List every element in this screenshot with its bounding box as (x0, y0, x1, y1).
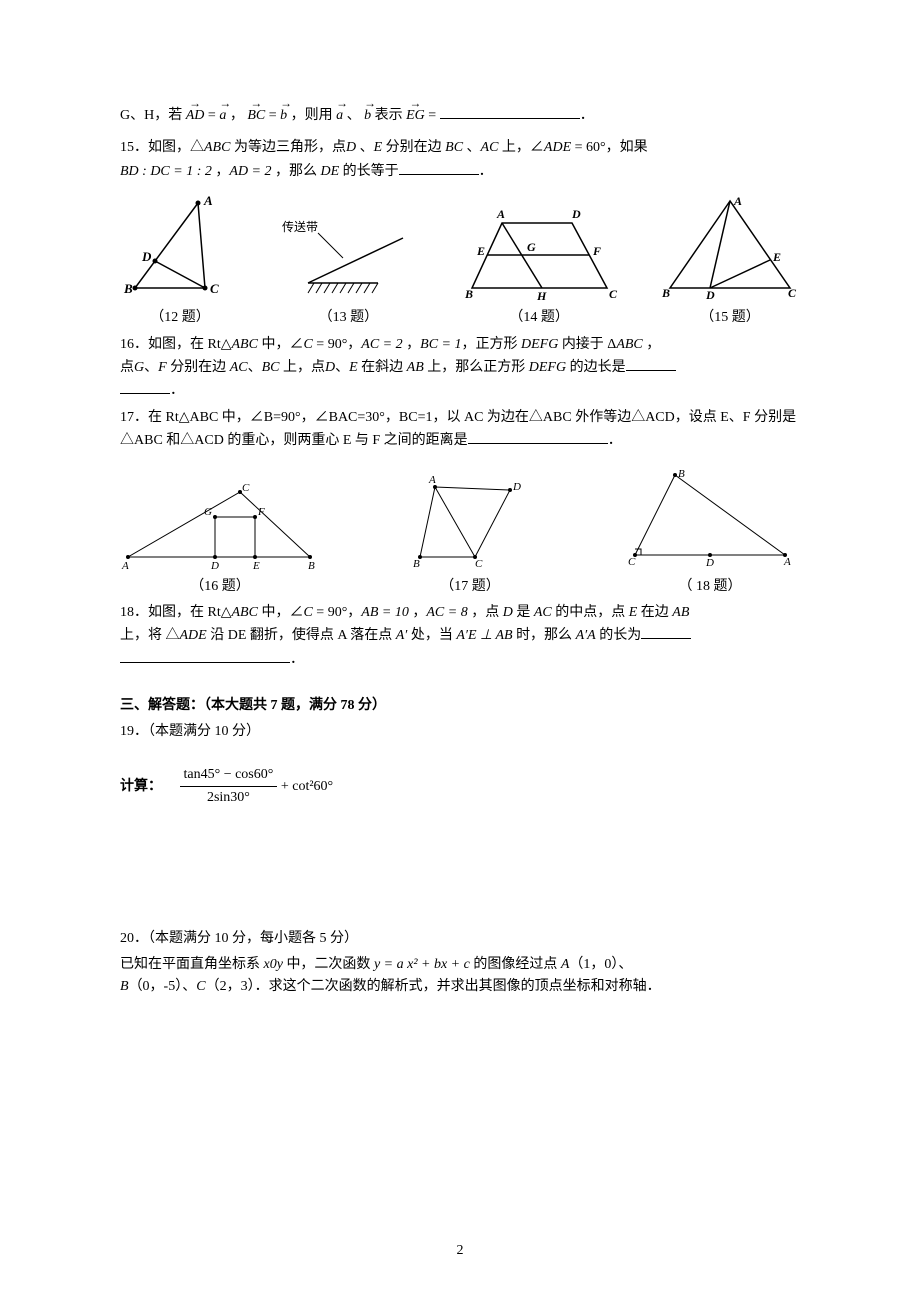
page-number: 2 (0, 1240, 920, 1262)
q17: 17．在 Rt△ABC 中，∠B=90°，∠BAC=30°，BC=1，以 AC … (120, 407, 800, 453)
svg-text:A: A (496, 207, 505, 221)
svg-text:G: G (204, 506, 212, 518)
q20-body: 已知在平面直角坐标系 x0y 中，二次函数 y = a x² + bx + c … (120, 954, 800, 999)
q14-mid: ，则用 (291, 108, 337, 123)
vec-EG: EG (406, 105, 425, 127)
vec-BC: BC (247, 105, 265, 127)
fig14-svg: A D E G F B H C (457, 203, 622, 303)
vec-b-def: b (280, 105, 287, 127)
svg-text:D: D (512, 481, 521, 493)
svg-text:B: B (464, 287, 473, 301)
spacer (120, 814, 800, 924)
fig18-caption: （ 18 题） (679, 576, 742, 598)
fig16-svg: A B C D E G F (120, 477, 320, 572)
fig17-svg: A D B C (405, 472, 535, 572)
fig12-caption: （12 题） (150, 307, 210, 329)
fig15-svg: A B D C E (660, 193, 800, 303)
q18-blank2 (120, 648, 290, 663)
fig16-col: A B C D E G F （16 题） (120, 477, 320, 598)
fig16-caption: （16 题） (190, 576, 250, 598)
svg-text:B: B (678, 468, 685, 480)
q18: 18．如图，在 Rt△ABC 中，∠C = 90°，AB = 10 ，AC = … (120, 602, 800, 671)
calc-label: 计算： (120, 779, 162, 794)
fig14-col: A D E G F B H C （14 题） (457, 203, 622, 329)
q19-fraction: tan45° − cos60° 2sin30° (180, 764, 278, 810)
svg-text:A: A (203, 193, 213, 208)
svg-text:B: B (413, 558, 420, 570)
vec-b: b (364, 105, 371, 127)
fig12-svg: A B C D (120, 193, 240, 303)
svg-text:F: F (592, 244, 601, 258)
fig15-col: A B D C E （15 题） (660, 193, 800, 329)
fig17-col: A D B C （17 题） (405, 472, 535, 598)
svg-text:D: D (141, 249, 152, 264)
fig13-col: 传送带 （13 题） (278, 203, 418, 329)
figure-row-1: A B C D （12 题） 传送带 （13 题） (120, 193, 800, 329)
fig13-caption: （13 题） (319, 307, 379, 329)
svg-text:B: B (308, 560, 315, 572)
fig12-col: A B C D （12 题） (120, 193, 240, 329)
svg-text:D: D (705, 288, 715, 302)
fig18-col: B C D A （ 18 题） (620, 467, 800, 598)
q20-head: 20．（本题满分 10 分，每小题各 5 分） (120, 928, 800, 950)
page: G、H，若 AD = a ， BC = b ，则用 a 、 b 表示 EG = … (0, 0, 920, 1302)
eq-sign: = (208, 108, 219, 123)
q14-tail: G、H，若 AD = a ， BC = b ，则用 a 、 b 表示 EG = … (120, 104, 800, 127)
svg-text:传送带: 传送带 (282, 219, 318, 234)
svg-text:D: D (705, 557, 714, 569)
q14-blank (440, 104, 580, 119)
q17-blank (468, 429, 608, 444)
svg-text:C: C (628, 556, 636, 568)
q15-blank (399, 160, 479, 175)
svg-text:C: C (609, 287, 618, 301)
svg-text:E: E (476, 244, 485, 258)
svg-text:A: A (121, 560, 129, 572)
svg-text:C: C (210, 281, 219, 296)
q15: 15．如图，△ABC 为等边三角形，点D 、E 分别在边 BC 、AC 上，∠A… (120, 137, 800, 183)
q19-calc: 计算： tan45° − cos60° 2sin30° + cot²60° (120, 764, 800, 810)
svg-text:A: A (733, 194, 742, 208)
fig13-svg: 传送带 (278, 203, 418, 303)
figure-row-2: A B C D E G F （16 题） A D B (120, 467, 800, 598)
svg-text:H: H (536, 289, 547, 303)
q16: 16．如图，在 Rt△ABC 中，∠C = 90°，AC = 2 ，BC = 1… (120, 334, 800, 403)
fig15-caption: （15 题） (700, 307, 760, 329)
fig18-svg: B C D A (620, 467, 800, 572)
q19-head: 19．（本题满分 10 分） (120, 721, 800, 743)
q16-blank (626, 356, 676, 371)
q14-text-a: G、H，若 (120, 108, 186, 123)
fig17-caption: （17 题） (440, 576, 500, 598)
q18-blank1 (641, 624, 691, 639)
vec-AD: AD (186, 105, 205, 127)
vec-a2: a (336, 105, 343, 127)
svg-text:B: B (661, 286, 670, 300)
svg-text:E: E (772, 250, 781, 264)
svg-text:C: C (475, 558, 483, 570)
svg-text:A: A (783, 556, 791, 568)
svg-text:D: D (210, 560, 219, 572)
svg-text:G: G (527, 240, 536, 254)
vec-a: a (219, 105, 226, 127)
svg-text:C: C (242, 482, 250, 494)
svg-text:D: D (571, 207, 581, 221)
svg-text:F: F (257, 506, 265, 518)
svg-text:E: E (252, 560, 260, 572)
section3-title: 三、解答题：（本大题共 7 题，满分 78 分） (120, 695, 800, 717)
svg-text:B: B (123, 281, 133, 296)
svg-text:A: A (428, 474, 436, 486)
svg-text:C: C (788, 286, 797, 300)
fig14-caption: （14 题） (509, 307, 569, 329)
